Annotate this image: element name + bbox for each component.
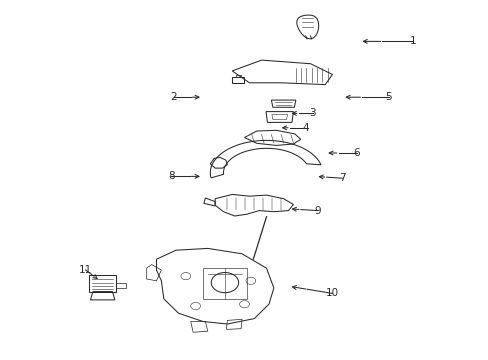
Text: 11: 11 xyxy=(79,265,92,275)
Text: 2: 2 xyxy=(170,92,177,102)
Text: 6: 6 xyxy=(353,148,360,158)
Text: 8: 8 xyxy=(167,171,174,181)
Text: 5: 5 xyxy=(385,92,391,102)
Text: 7: 7 xyxy=(338,173,345,183)
Text: 3: 3 xyxy=(309,108,316,118)
Text: 1: 1 xyxy=(409,36,416,46)
Text: 9: 9 xyxy=(314,206,321,216)
Text: 4: 4 xyxy=(302,123,308,133)
Text: 10: 10 xyxy=(325,288,338,298)
